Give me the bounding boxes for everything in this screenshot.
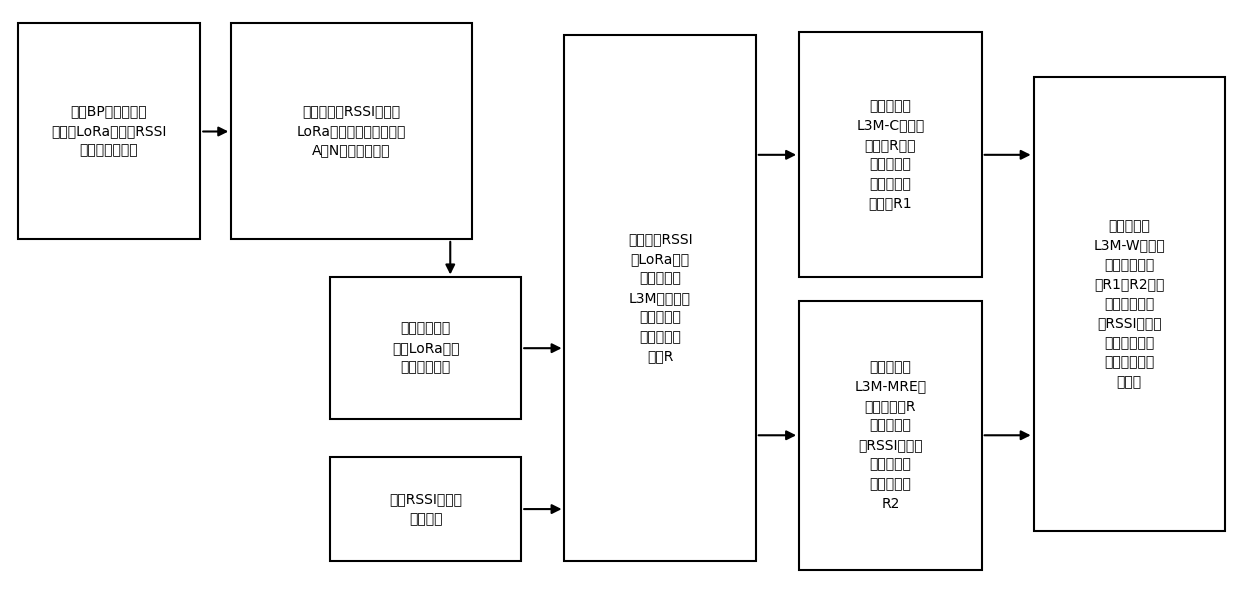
Bar bbox=[330, 457, 521, 561]
Bar bbox=[1033, 76, 1225, 531]
Bar bbox=[330, 277, 521, 419]
Text: 利用预设的
L3M-MRE定
位模型，对R
进行最小估
计RSSI误差选
择，获取定
位结果集合
R2: 利用预设的 L3M-MRE定 位模型，对R 进行最小估 计RSSI误差选 择，获… bbox=[854, 360, 926, 511]
Bar bbox=[564, 35, 756, 561]
Text: 利用预设的
L3M-W选择策
略定位模型，
对R1和R2，进
行最小平均估
计RSSI误差选
择，获得目标
节点的最佳估
计位置: 利用预设的 L3M-W选择策 略定位模型， 对R1和R2，进 行最小平均估 计R… bbox=[1094, 219, 1166, 389]
Bar bbox=[231, 23, 472, 239]
Text: 利用修正的RSSI值，对
LoRa路径损耗模型的参数
A和N进行动态优化: 利用修正的RSSI值，对 LoRa路径损耗模型的参数 A和N进行动态优化 bbox=[296, 105, 407, 158]
Text: 建立基于RSSI
的LoRa定位
线性模型：
L3M，获取目
标节点的初
步定位结果
集合R: 建立基于RSSI 的LoRa定位 线性模型： L3M，获取目 标节点的初 步定位… bbox=[627, 232, 692, 364]
Text: 利用BP神经网络对
获取的LoRa信号的RSSI
测量值进行修正: 利用BP神经网络对 获取的LoRa信号的RSSI 测量值进行修正 bbox=[51, 105, 166, 158]
Text: 建立参数优化
后的LoRa信号
路径衰减模型: 建立参数优化 后的LoRa信号 路径衰减模型 bbox=[392, 322, 459, 375]
Bar bbox=[17, 23, 201, 239]
Text: 利用预设的
L3M-C定位模
型，对R进行
聚类处理，
获取定位结
果集合R1: 利用预设的 L3M-C定位模 型，对R进行 聚类处理， 获取定位结 果集合R1 bbox=[856, 99, 925, 210]
Bar bbox=[799, 32, 982, 277]
Text: 基于RSSI的线性
定位模型: 基于RSSI的线性 定位模型 bbox=[389, 492, 463, 526]
Bar bbox=[799, 301, 982, 570]
